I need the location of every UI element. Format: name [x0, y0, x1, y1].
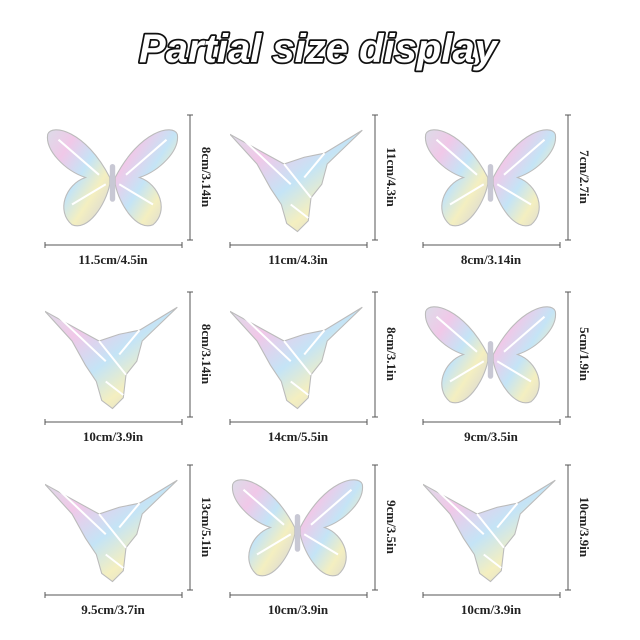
width-label: 9.5cm/3.7in	[81, 602, 145, 617]
sticker-bird	[423, 479, 557, 583]
height-label: 7cm/2.7in	[577, 150, 592, 205]
sticker-bird	[230, 306, 364, 410]
title: Partial size display	[139, 27, 499, 71]
width-label: 11.5cm/4.5in	[78, 252, 148, 267]
sticker-butterfly	[424, 305, 557, 404]
width-label: 8cm/3.14in	[461, 252, 522, 267]
sticker-bird	[230, 129, 364, 233]
width-label: 10cm/3.9in	[83, 429, 144, 444]
sticker-bird	[45, 306, 179, 410]
width-label: 10cm/3.9in	[461, 602, 522, 617]
width-label: 10cm/3.9in	[268, 602, 329, 617]
sticker-bird	[45, 479, 179, 583]
width-label: 11cm/4.3in	[268, 252, 328, 267]
height-label: 13cm/5.1in	[199, 497, 214, 558]
width-label: 14cm/5.5in	[268, 429, 329, 444]
width-label: 9cm/3.5in	[464, 429, 519, 444]
sticker-butterfly	[424, 128, 557, 227]
height-label: 8cm/3.14in	[199, 147, 214, 208]
height-label: 8cm/3.14in	[199, 324, 214, 385]
sticker-butterfly	[46, 128, 179, 227]
height-label: 8cm/3.1in	[384, 327, 399, 382]
height-label: 10cm/3.9in	[577, 497, 592, 558]
height-label: 5cm/1.9in	[577, 327, 592, 382]
height-label: 9cm/3.5in	[384, 500, 399, 555]
sticker-butterfly	[231, 478, 364, 577]
height-label: 11cm/4.3in	[384, 147, 399, 207]
